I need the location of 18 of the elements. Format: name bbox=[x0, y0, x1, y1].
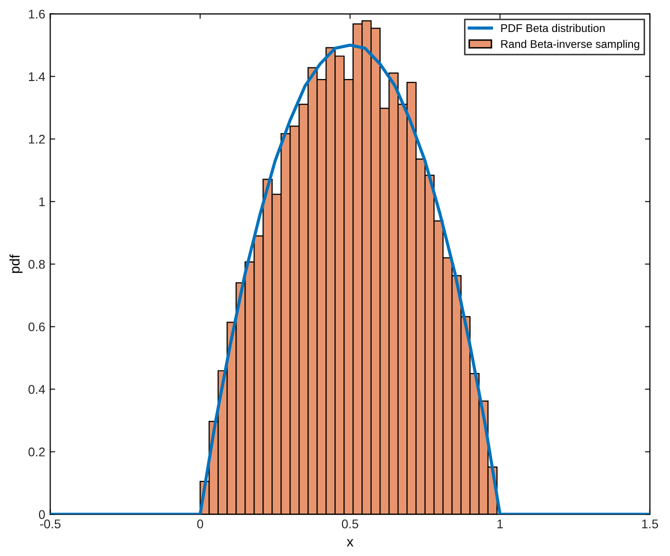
x-tick-label: 0.5 bbox=[342, 519, 358, 528]
y-tick-label: 1.4 bbox=[28, 72, 46, 81]
x-tick-label: -0.5 bbox=[40, 519, 60, 528]
y-tick-label: 0.6 bbox=[28, 322, 45, 332]
legend-label: Rand Beta-inverse sampling bbox=[501, 40, 640, 50]
y-tick-label: 0.2 bbox=[28, 448, 45, 456]
x-tick-label: 1 bbox=[497, 520, 503, 528]
y-tick-label: 1.6 bbox=[28, 10, 45, 19]
y-axis-title: pdf bbox=[10, 254, 22, 273]
y-tick-label: 1 bbox=[39, 197, 45, 206]
y-tick-label: 1.2 bbox=[28, 134, 45, 144]
x-tick-label: 1.5 bbox=[642, 520, 658, 528]
x-tick-label: 0 bbox=[197, 519, 204, 528]
y-tick-label: 0.8 bbox=[28, 260, 45, 269]
x-axis-title: x bbox=[346, 539, 354, 546]
legend-label: PDF Beta distribution bbox=[501, 24, 605, 32]
y-tick-label: 0 bbox=[38, 510, 45, 519]
y-tick-label: 0.4 bbox=[28, 385, 46, 394]
